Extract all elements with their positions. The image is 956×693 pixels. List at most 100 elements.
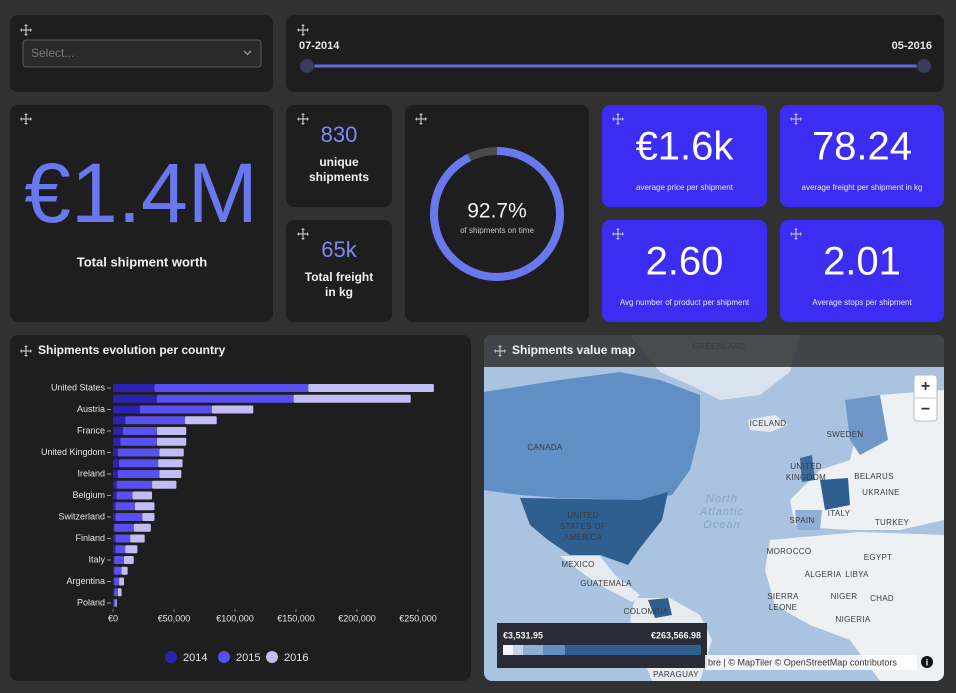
map-label: SWEDEN: [827, 430, 864, 439]
bar-segment: [113, 491, 117, 500]
bar-segment: [115, 599, 117, 607]
bar-segment: [113, 534, 116, 543]
bar-segment: [114, 588, 118, 597]
legend-swatch: [503, 645, 513, 655]
bar-segment: [113, 588, 115, 597]
bar-segment: [117, 588, 122, 597]
map-label: GREENLAND: [693, 342, 746, 351]
map-label: LEONE: [769, 603, 798, 612]
map-label: ALGERIA: [805, 570, 842, 579]
date-start: 07-2014: [299, 40, 340, 52]
legend-max: €263,566.98: [651, 630, 701, 640]
bar-segment: [130, 534, 145, 543]
bar-segment: [114, 556, 124, 564]
select-box[interactable]: [22, 39, 262, 68]
land: [800, 455, 815, 482]
map-label: SPAIN: [790, 516, 815, 525]
gauge-panel: [405, 105, 589, 322]
kpi-label: Average stops per shipment: [812, 298, 912, 307]
x-tick-label: €150,000: [277, 613, 315, 623]
bar-segment: [156, 437, 187, 446]
bar-segment: [113, 437, 121, 446]
bar-segment: [122, 427, 157, 435]
kpi-value: €1.4M: [24, 146, 257, 240]
map-label: AMERICA: [564, 533, 603, 542]
map-label: EGYPT: [864, 553, 893, 562]
map-label: PARAGUAY: [653, 670, 699, 679]
bar-segment: [293, 394, 411, 403]
kpi-panel: [286, 105, 392, 207]
slider-handle[interactable]: [916, 58, 932, 74]
map-label: UNITED: [790, 462, 822, 471]
y-tick-label: United Kingdom: [41, 447, 105, 457]
map-labels: CANADA ICELAND SWEDEN UNITED KINGDOM BELARUS U…: [527, 419, 909, 679]
legend-min: €3,531.95: [503, 630, 543, 640]
kpi-panel: [10, 105, 273, 322]
bar-segment: [133, 523, 151, 532]
land: [845, 395, 888, 455]
tiles: €1.6k average price per shipment 78.24 aver…: [602, 105, 944, 322]
bar-segment: [125, 545, 138, 554]
bar-segment: [116, 480, 153, 489]
bar-segment: [132, 491, 153, 500]
chart-title: Shipments evolution per country: [38, 343, 226, 357]
bar-segment: [113, 416, 126, 425]
bar-segment: [115, 545, 126, 554]
kpi-tile: [780, 220, 944, 322]
ocean-label: Atlantic: [699, 506, 744, 518]
map-label: CANADA: [527, 443, 563, 452]
x-tick-label: €100,000: [216, 613, 254, 623]
zoom-out[interactable]: −: [921, 401, 930, 418]
bar-segment: [158, 459, 183, 468]
bar-segment: [113, 513, 116, 521]
legend-marker: [218, 651, 230, 663]
select-placeholder: Select...: [31, 46, 74, 60]
map-label: UNITED: [567, 511, 599, 520]
legend-swatch: [543, 645, 565, 655]
x-tick-label: €250,000: [399, 613, 437, 623]
kpi-tile: [602, 220, 767, 322]
slider-handle[interactable]: [299, 58, 315, 74]
map-label: SIERRA: [767, 592, 799, 601]
y-tick-label: Austria: [77, 404, 105, 414]
bar-segment: [113, 384, 155, 392]
bar-segment: [113, 502, 116, 511]
bar-segment: [123, 556, 134, 564]
y-tick-label: Belgium: [72, 490, 105, 500]
bar-segment: [113, 599, 116, 607]
map[interactable]: CANADA ICELAND SWEDEN UNITED KINGDOM BELARUS U…: [484, 335, 944, 681]
x-tick-label: €0: [108, 613, 118, 623]
kpi-label: unique: [319, 155, 359, 169]
land: [748, 415, 788, 432]
map-label: NIGER: [831, 592, 858, 601]
legend-swatch: [523, 645, 543, 655]
bar-segment: [113, 480, 117, 489]
y-tick-label: Argentina: [66, 576, 105, 586]
y-tick-label: Finland: [75, 533, 105, 543]
bar-segment: [115, 534, 131, 543]
map-label: COLOMBIA: [624, 607, 669, 616]
land: [765, 532, 944, 681]
info-button[interactable]: [921, 656, 933, 668]
bar-segment: [119, 459, 159, 468]
bar-segment: [211, 405, 254, 414]
bar-segment: [117, 448, 160, 457]
bar-segment: [152, 480, 177, 489]
map-label: UKRAINE: [862, 488, 900, 497]
zoom-in[interactable]: +: [921, 378, 930, 395]
bar-segment: [113, 405, 140, 414]
bar-segment: [113, 556, 115, 564]
bar-segment: [114, 577, 120, 586]
kpi-label: average price per shipment: [636, 183, 734, 192]
bar-segment: [134, 502, 155, 511]
legend-label: 2015: [236, 652, 260, 664]
bar-segment: [119, 577, 124, 586]
info-icon: i: [926, 657, 929, 667]
kpi-value: 2.60: [646, 240, 724, 284]
kpi-label: shipments: [309, 170, 369, 184]
kpi-label: average freight per shipment in kg: [802, 183, 923, 192]
bar-segment: [308, 384, 434, 392]
y-tick-label: United States: [51, 382, 106, 392]
